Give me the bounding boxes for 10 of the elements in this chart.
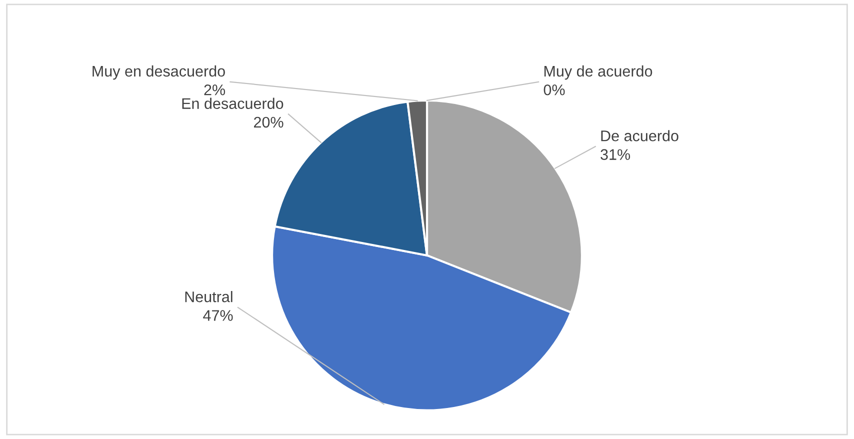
slice-label: En desacuerdo [182, 98, 284, 109]
slice-label: Muy en desacuerdo [92, 65, 225, 80]
text: 0% [544, 84, 565, 96]
data-label: 31% [600, 149, 630, 160]
slice-label: Neutral [185, 291, 232, 302]
data-label: 47% [203, 310, 233, 321]
data-label: 2% [204, 84, 226, 96]
data-label: 20% [254, 116, 284, 128]
slice-label: De acuerdo [601, 130, 678, 142]
category-label: Muy de acuerdo [544, 65, 652, 80]
